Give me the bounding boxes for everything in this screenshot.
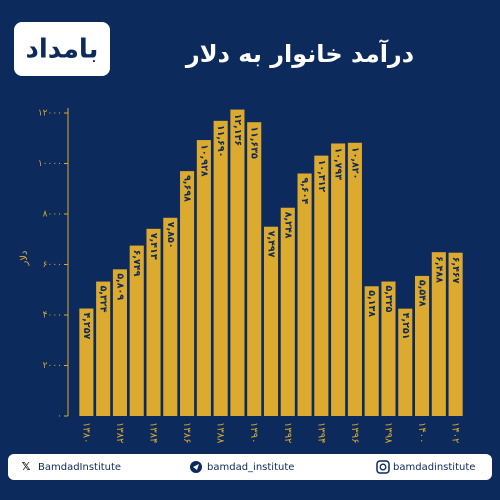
- value-label: ۶,۴۶۷: [450, 257, 461, 284]
- y-tick-label: ۱۲۰۰۰: [38, 109, 62, 119]
- bar: [297, 173, 312, 416]
- bar: [247, 122, 262, 416]
- bar: [448, 252, 463, 416]
- value-label: ۱۲,۱۳۶: [232, 114, 243, 147]
- value-label: ۵,۱۳۸: [366, 290, 377, 317]
- bar: [280, 207, 295, 416]
- x-tick-label: ۱۳۸۶: [181, 422, 192, 443]
- bar: [163, 217, 178, 416]
- bar: [263, 226, 279, 416]
- bar: [398, 308, 413, 416]
- value-label: ۵,۳۲۴: [98, 286, 109, 313]
- bar: [112, 269, 128, 416]
- bar: [230, 109, 245, 416]
- instagram-icon-lens: [379, 463, 387, 471]
- x-tick-label: ۱۳۹۲: [282, 422, 293, 443]
- value-label: ۷,۴۱۳: [148, 233, 159, 260]
- telegram-icon-plane: [193, 464, 199, 470]
- bar: [79, 308, 94, 416]
- bar: [431, 252, 446, 416]
- bar: [146, 228, 161, 416]
- chart-title: درآمد خانوار به دلار: [185, 39, 414, 68]
- x-tick-label: ۱۴۰۲: [450, 422, 461, 443]
- value-label: ۴,۲۵۱: [400, 313, 411, 340]
- y-tick-label: ۰: [57, 412, 62, 422]
- bar: [347, 142, 362, 417]
- bar: [381, 281, 396, 416]
- value-label: ۶,۷۴۹: [131, 250, 142, 277]
- value-label: ۴,۲۵۷: [81, 313, 92, 340]
- y-axis-label: دلار: [19, 251, 30, 267]
- y-tick-label: ۲۰۰۰: [43, 361, 62, 371]
- y-tick-label: ۶۰۰۰: [43, 260, 62, 270]
- x-icon: 𝕏: [22, 460, 31, 473]
- value-label: ۹,۶۹۸: [182, 175, 193, 202]
- x-tick-label: ۱۳۸۸: [215, 422, 226, 444]
- footer-bar: [8, 454, 492, 480]
- value-label: ۹,۶۰۴: [299, 177, 310, 204]
- bar: [314, 155, 329, 416]
- value-label: ۶,۴۸۸: [433, 256, 444, 283]
- bar: [129, 245, 144, 416]
- bar: [331, 143, 346, 416]
- instagram-icon: [376, 460, 390, 474]
- value-label: ۱۱,۶۳۵: [249, 126, 260, 159]
- y-tick-label: ۸۰۰۰: [43, 210, 62, 220]
- bar: [96, 281, 111, 416]
- logo: بامداد: [26, 35, 99, 65]
- bar: [414, 275, 430, 416]
- bar: [196, 140, 211, 416]
- x-tick-label: ۱۳۸۰: [80, 422, 91, 443]
- value-label: ۷,۸۵۰: [165, 222, 176, 249]
- x-tick-label: ۱۳۹۴: [315, 422, 326, 443]
- value-label: ۱۰,۷۹۳: [333, 147, 344, 180]
- footer-telegram: bamdad_institute: [207, 462, 294, 473]
- x-tick-label: ۱۳۹۶: [349, 422, 360, 443]
- logo-box: [14, 22, 110, 76]
- x-tick-label: ۱۳۸۴: [148, 422, 159, 443]
- footer-instagram: bamdadinstitute: [393, 462, 475, 473]
- x-tick-label: ۱۳۹۰: [248, 422, 259, 443]
- value-label: ۱۰,۹۲۸: [198, 144, 209, 177]
- y-tick-label: ۴۰۰۰: [43, 311, 62, 321]
- value-label: ۵,۸۰۹: [114, 273, 125, 300]
- value-label: ۸,۲۴۸: [282, 212, 293, 239]
- bar: [364, 286, 379, 416]
- value-label: ۵,۵۴۸: [417, 280, 428, 307]
- value-label: ۱۰,۳۱۲: [316, 160, 327, 193]
- x-tick-label: ۱۳۹۸: [382, 422, 393, 444]
- bar: [180, 171, 195, 416]
- footer-x: BamdadInstitute: [38, 462, 121, 473]
- x-tick-label: ۱۳۸۲: [114, 422, 125, 443]
- y-tick-label: ۱۰۰۰۰: [38, 159, 62, 169]
- value-label: ۱۱,۶۹۰: [215, 125, 226, 158]
- bar: [213, 120, 228, 416]
- value-label: ۵,۳۲۵: [383, 286, 394, 313]
- value-label: ۱۰,۸۲۰: [349, 147, 360, 180]
- x-tick-label: ۱۴۰۰: [416, 422, 427, 443]
- value-label: ۷,۴۹۷: [266, 231, 277, 258]
